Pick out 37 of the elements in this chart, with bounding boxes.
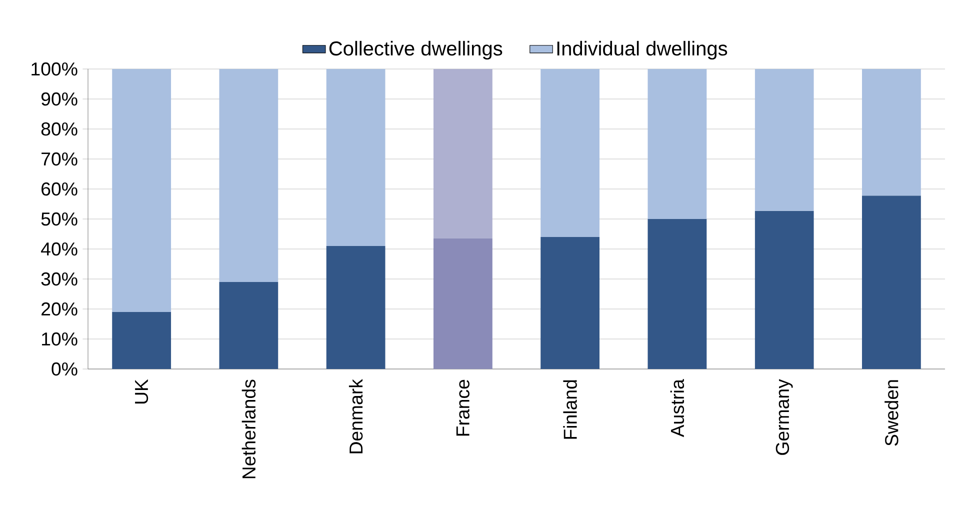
bar (326, 69, 386, 246)
bar (112, 312, 172, 369)
bar (648, 69, 707, 220)
bar (219, 69, 278, 282)
bar (112, 69, 172, 312)
bar (862, 196, 921, 369)
legend-label: Collective dwellings (329, 40, 502, 60)
x-tick-label: Sweden (884, 380, 898, 446)
y-tick-label: 50% (41, 212, 78, 226)
y-tick-label: 80% (41, 122, 78, 136)
bar (754, 69, 814, 211)
x-tick-label: France (456, 380, 470, 436)
y-tick-label: 0% (52, 362, 78, 376)
x-tick-label: Denmark (348, 379, 363, 454)
bar (326, 246, 386, 369)
legend-label: Individual dwellings (557, 40, 728, 60)
bar (433, 238, 492, 369)
y-tick-label: 70% (42, 152, 78, 166)
y-tick-label: 90% (41, 92, 78, 106)
bar (540, 69, 600, 238)
x-tick-label: Germany (776, 379, 793, 455)
bar (648, 219, 707, 369)
y-tick-label: 40% (41, 242, 78, 256)
bar (219, 282, 278, 369)
y-tick-label: 20% (42, 302, 78, 316)
bar (754, 210, 814, 369)
x-tick-label: UK (135, 379, 148, 404)
bar (433, 69, 492, 239)
y-tick-label: 100% (32, 62, 78, 76)
y-tick-label: 60% (42, 182, 78, 196)
y-tick-label: 30% (41, 272, 78, 286)
bar (862, 69, 921, 196)
y-tick-label: 10% (42, 332, 78, 346)
x-tick-label: Austria (670, 379, 684, 438)
x-tick-label: Netherlands (242, 380, 256, 478)
x-tick-label: Finland (563, 380, 577, 439)
bar (540, 237, 600, 369)
